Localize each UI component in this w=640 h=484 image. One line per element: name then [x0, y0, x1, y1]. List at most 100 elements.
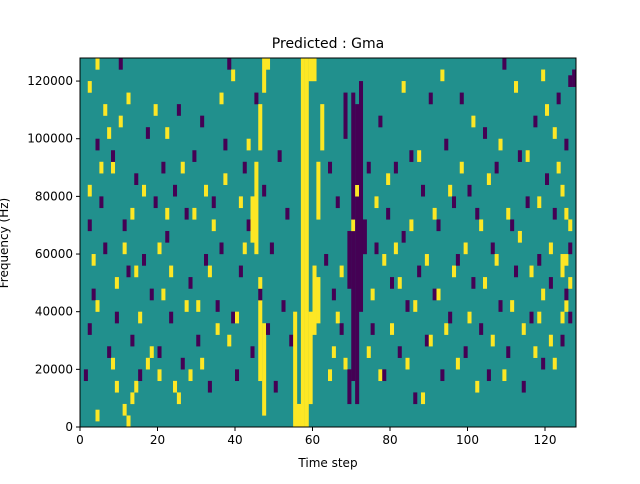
- heatmap-cell-low: [362, 219, 367, 255]
- heatmap-cell-low: [99, 196, 104, 209]
- heatmap-cell-high: [207, 265, 212, 278]
- heatmap-cell-low: [87, 219, 92, 232]
- heatmap-cell-low: [498, 300, 503, 312]
- heatmap-cell-high: [560, 184, 565, 197]
- heatmap-cell-low: [506, 346, 511, 358]
- y-tick-label: 60000: [35, 247, 73, 261]
- heatmap-cell-low: [490, 242, 495, 255]
- heatmap-cell-high: [266, 58, 271, 70]
- y-tick-label: 100000: [27, 132, 73, 146]
- heatmap-cell-high: [386, 173, 391, 185]
- heatmap-cell-high: [328, 369, 333, 382]
- heatmap-cell-high: [242, 242, 247, 255]
- heatmap-cell-low: [413, 392, 418, 405]
- heatmap-cell-high: [219, 92, 224, 105]
- heatmap-cell-low: [452, 196, 457, 209]
- heatmap-cell-high: [390, 323, 395, 335]
- heatmap-cell-high: [304, 58, 309, 428]
- heatmap-cell-high: [471, 115, 476, 128]
- heatmap-cell-low: [517, 150, 522, 162]
- heatmap-cell-high: [91, 254, 96, 266]
- heatmap-cell-low: [254, 92, 259, 105]
- x-tick-label: 100: [456, 433, 479, 447]
- heatmap-cell-high: [564, 300, 569, 312]
- heatmap-cell-high: [564, 207, 569, 220]
- heatmap-cell-high: [339, 265, 344, 278]
- heatmap-cell-high: [397, 277, 402, 289]
- heatmap-cell-low: [374, 242, 379, 255]
- heatmap-cell-low: [424, 334, 429, 347]
- heatmap-cell-high: [529, 265, 534, 278]
- heatmap-cell-low: [289, 334, 294, 347]
- heatmap-cell-high: [161, 288, 166, 301]
- heatmap-cell-low: [486, 369, 491, 382]
- heatmap-cell-high: [312, 58, 317, 82]
- heatmap-cell-high: [366, 346, 371, 358]
- heatmap-cell-low: [277, 150, 282, 162]
- heatmap-cell-high: [564, 254, 569, 266]
- heatmap-cell-low: [107, 346, 112, 358]
- heatmap-cell-low: [537, 254, 542, 266]
- heatmap-cell-high: [545, 104, 550, 116]
- heatmap-cell-low: [235, 369, 240, 382]
- heatmap-cell-high: [188, 369, 193, 382]
- x-tick-label: 120: [534, 433, 557, 447]
- heatmap-cell-low: [521, 380, 526, 393]
- heatmap-cell-low: [417, 265, 422, 278]
- heatmap-cell-low: [390, 277, 395, 289]
- heatmap-cell-high: [258, 300, 263, 382]
- heatmap-cell-high: [238, 196, 243, 209]
- heatmap-cell-low: [440, 369, 445, 382]
- y-tick-label: 120000: [27, 74, 73, 88]
- heatmap-cell-high: [351, 219, 356, 232]
- heatmap-cell-low: [568, 75, 573, 87]
- heatmap-cell-low: [266, 323, 271, 335]
- heatmap-cell-low: [281, 300, 286, 312]
- heatmap-cell-high: [107, 127, 112, 139]
- heatmap-cell-high: [122, 242, 127, 255]
- heatmap-cell-low: [432, 288, 437, 301]
- heatmap-cell-low: [250, 346, 255, 358]
- heatmap-cell-high: [157, 242, 162, 255]
- x-axis-label: Time step: [297, 456, 357, 470]
- heatmap-cell-low: [196, 334, 201, 347]
- heatmap-cell-high: [142, 184, 147, 197]
- heatmap-cell-high: [409, 219, 414, 232]
- heatmap-cell-low: [184, 207, 189, 220]
- heatmap-cell-low: [173, 184, 178, 197]
- heatmap-cell-high: [483, 277, 488, 289]
- heatmap-cell-high: [541, 69, 546, 82]
- heatmap-cell-high: [176, 392, 181, 405]
- heatmap-cell-high: [421, 392, 426, 405]
- heatmap-cell-low: [386, 207, 391, 220]
- heatmap-cell-high: [459, 161, 464, 174]
- heatmap-cell-low: [215, 300, 220, 312]
- heatmap-cell-low: [556, 92, 561, 105]
- heatmap-cell-high: [568, 277, 573, 289]
- heatmap-cell-low: [142, 254, 147, 266]
- heatmap-cell-low: [351, 230, 356, 382]
- heatmap-cell-low: [421, 184, 426, 197]
- heatmap-cell-high: [200, 357, 205, 370]
- heatmap-cell-high: [126, 415, 131, 428]
- heatmap-cell-high: [560, 311, 565, 324]
- heatmap-cell-high: [370, 288, 375, 301]
- heatmap-cell-high: [510, 300, 515, 312]
- heatmap-cell-high: [417, 150, 422, 162]
- heatmap-cell-high: [424, 254, 429, 266]
- heatmap-cell-low: [165, 230, 170, 243]
- heatmap-cell-low: [483, 127, 488, 139]
- heatmap-cell-high: [316, 277, 321, 324]
- heatmap-cell-high: [169, 265, 174, 278]
- heatmap-cell-high: [196, 300, 201, 312]
- heatmap-cell-high: [227, 334, 232, 347]
- heatmap-cell-low: [564, 288, 569, 301]
- heatmap-cell-high: [467, 311, 472, 324]
- heatmap-cell-low: [382, 369, 387, 382]
- heatmap-cell-low: [153, 196, 158, 209]
- x-tick-label: 20: [150, 433, 165, 447]
- heatmap-cell-high: [95, 409, 100, 422]
- heatmap-cell-low: [122, 219, 127, 232]
- heatmap-cell-low: [339, 323, 344, 335]
- heatmap-cell-high: [308, 311, 313, 405]
